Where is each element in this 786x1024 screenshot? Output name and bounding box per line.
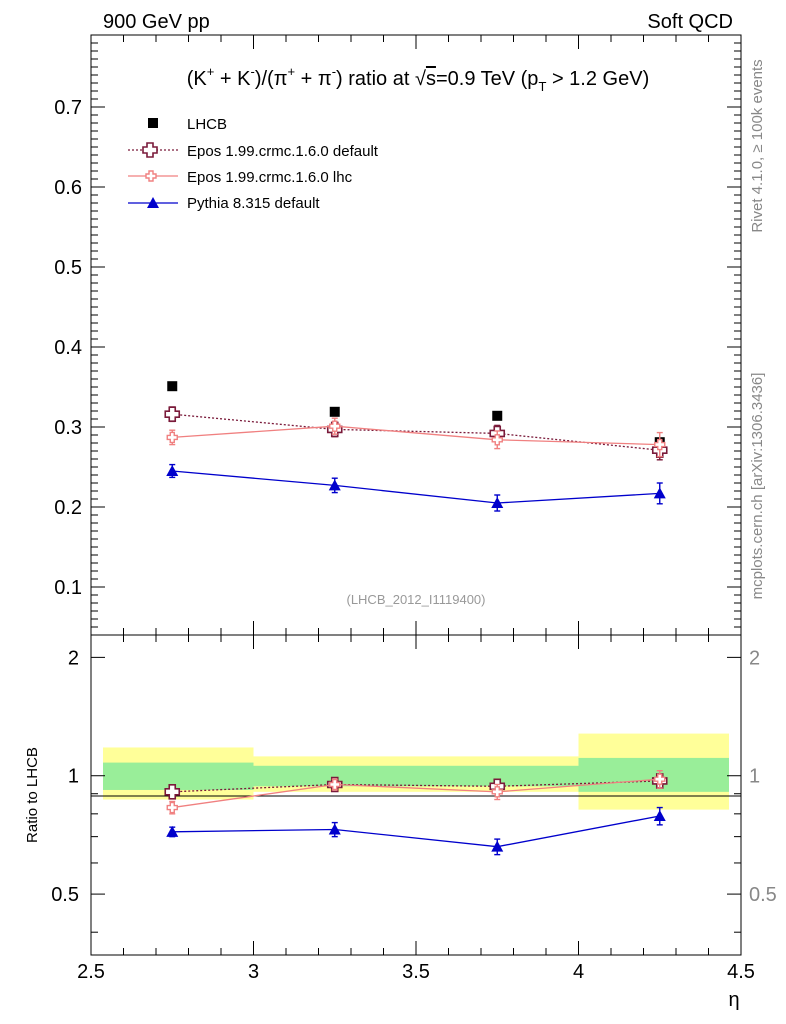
marker-triangle [328, 479, 341, 491]
main-series-line [172, 425, 660, 446]
marker-open-cross [164, 784, 181, 800]
main-series [164, 381, 668, 512]
ratio-series-2 [166, 806, 666, 856]
ratio-bands [103, 733, 729, 810]
y-tick-label: 0.5 [54, 257, 82, 279]
uncertainty-band-green [253, 765, 579, 787]
x-tick-label: 4 [573, 961, 584, 983]
uncertainty-band-green [103, 762, 254, 790]
ratio-y-tick-label-right: 0.5 [749, 884, 777, 906]
marker-triangle [653, 487, 666, 499]
marker-triangle [491, 497, 504, 508]
ratio-y-label: Ratio to LHCB [24, 747, 41, 843]
ratio-y-tick-label: 1 [68, 766, 79, 788]
ratio-y-tick-label-right: 2 [749, 647, 760, 669]
main-series-3 [166, 463, 666, 512]
marker-open-cross-small [329, 420, 341, 432]
main-series-2 [166, 417, 666, 458]
marker-square [492, 410, 503, 421]
ratio-series-line [172, 780, 660, 793]
ratio-series [164, 769, 668, 856]
ratio-y-tick-label: 2 [68, 647, 79, 669]
legend: LHCB Epos 1.99.crmc.1.6.0 default Epos 1… [128, 116, 379, 212]
x-tick-label: 4.5 [727, 961, 755, 983]
marker-open-cross-small [491, 434, 503, 446]
x-tick-label: 3 [248, 961, 259, 983]
marker-triangle [328, 823, 341, 835]
ratio-y-tick-label-right: 1 [749, 766, 760, 788]
marker-triangle [166, 465, 179, 476]
ratio-y-tick-label: 0.5 [51, 884, 79, 906]
marker-square [167, 381, 178, 392]
marker-triangle [166, 825, 179, 837]
marker-open-cross-small [166, 801, 178, 814]
x-tick-label: 3.5 [402, 961, 430, 983]
main-series-line [172, 413, 660, 451]
x-tick-label: 2.5 [77, 961, 105, 983]
legend-entry-lhcb: LHCB [148, 116, 227, 133]
legend-entry-pythia: Pythia 8.315 default [128, 195, 320, 212]
legend-label: Epos 1.99.crmc.1.6.0 default [187, 143, 379, 160]
marker-open-cross-small [491, 786, 503, 798]
y-tick-label: 0.4 [54, 337, 82, 359]
marker-square [329, 406, 340, 417]
chart-title: (K+ + K-)/(π+ + π-) ratio at √s=0.9 TeV … [187, 64, 649, 94]
y-tick-label: 0.2 [54, 497, 82, 519]
x-axis-label: η [728, 989, 739, 1011]
header-left: 900 GeV pp [103, 11, 210, 33]
rivet-label: Rivet 4.1.0, ≥ 100k events [749, 59, 766, 232]
legend-marker-triangle [147, 197, 159, 208]
header-right: Soft QCD [647, 11, 733, 33]
marker-open-cross-small [654, 438, 666, 451]
y-tick-label: 0.6 [54, 177, 82, 199]
marker-open-cross-small [329, 778, 341, 791]
legend-label: Epos 1.99.crmc.1.6.0 lhc [187, 169, 353, 186]
main-series-line [172, 470, 660, 504]
ratio-x-axis: 2.5 3 3.5 4 4.5 [77, 635, 755, 983]
ratio-frame [90, 634, 742, 956]
main-series-0 [167, 381, 665, 448]
y-tick-label: 0.1 [54, 577, 82, 599]
main-y-axis: 0.1 0.2 0.3 0.4 0.5 0.6 0.7 [54, 42, 741, 628]
ratio-series-line [172, 815, 660, 848]
y-tick-label: 0.3 [54, 417, 82, 439]
ratio-series-1 [166, 769, 666, 815]
legend-entry-epos-lhc: Epos 1.99.crmc.1.6.0 lhc [128, 169, 353, 186]
main-panel: 0.1 0.2 0.3 0.4 0.5 0.6 0.7 (K+ + K-)/(π+ + π-… [54, 34, 742, 636]
legend-entry-epos-default: Epos 1.99.crmc.1.6.0 default [128, 142, 379, 160]
legend-label: LHCB [187, 116, 227, 133]
y-tick-label: 0.7 [54, 97, 82, 119]
legend-marker-square [148, 118, 158, 128]
marker-triangle [491, 840, 504, 852]
legend-marker-open-cross-small [145, 170, 157, 182]
mcplots-label: mcplots.cern.ch [arXiv:1306.3436] [749, 373, 766, 600]
marker-triangle [653, 809, 666, 821]
analysis-watermark: (LHCB_2012_I1119400) [346, 592, 485, 607]
marker-open-cross-small [654, 773, 666, 785]
uncertainty-band-green [578, 757, 729, 792]
ratio-series-line [172, 778, 660, 809]
ratio-panel: 0.5 0.5 1 1 2 2 2.5 3 3.5 4 4.5 Ratio to LHCB η [24, 634, 777, 1011]
legend-label: Pythia 8.315 default [187, 195, 320, 212]
legend-marker-open-cross [142, 142, 158, 158]
ratio-y-axis: 0.5 0.5 1 1 2 2 [51, 647, 777, 933]
marker-open-cross-small [166, 431, 178, 444]
marker-open-cross [164, 406, 181, 422]
